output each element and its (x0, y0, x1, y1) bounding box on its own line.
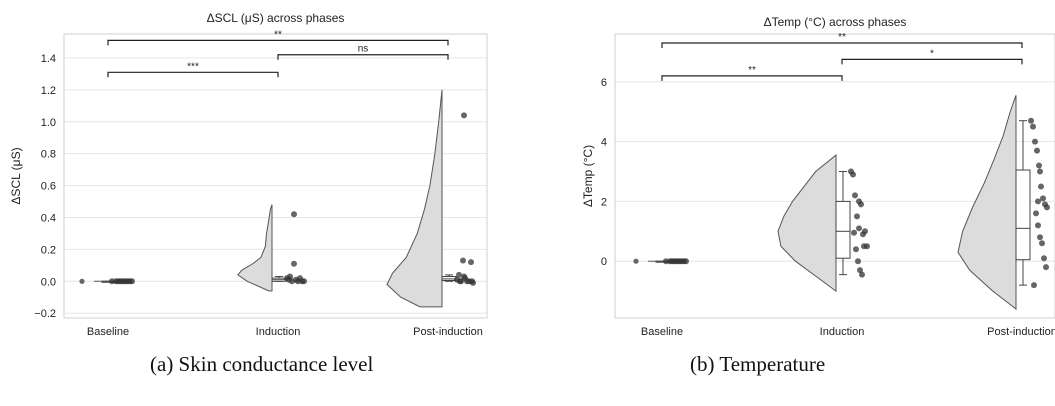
data-point (1033, 210, 1039, 217)
data-point (301, 278, 307, 285)
data-point (856, 198, 862, 205)
violin-post-induction (957, 95, 1017, 311)
data-point (850, 171, 856, 178)
significance-label: *** (187, 61, 199, 72)
y-axis-label: ΔSCL (μS) (9, 147, 23, 204)
data-point (1038, 183, 1044, 190)
violin-post-induction (386, 89, 443, 308)
significance-bracket (107, 39, 449, 46)
plot-frame (63, 33, 488, 319)
data-point (1043, 264, 1049, 271)
box-induction (835, 200, 851, 259)
data-point (129, 278, 135, 285)
data-point (1040, 195, 1046, 202)
x-tick-label: Induction (820, 326, 865, 338)
data-point (1041, 255, 1047, 262)
violin-induction (237, 204, 273, 292)
violin-induction (777, 154, 837, 293)
data-point (457, 278, 463, 285)
data-point (851, 229, 857, 236)
x-tick-label: Post-induction (413, 326, 483, 338)
y-tick-label: 2 (601, 196, 607, 208)
caption-a: (a) Skin conductance level (150, 352, 374, 376)
chart-panel-scl: −0.2 0.0 0.2 0.4 0.6 0.8 1.0 1.2 1.4 ΔSCL (μS) ac… (9, 11, 488, 338)
data-point (456, 271, 462, 278)
y-tick-label: 1.2 (41, 85, 56, 97)
chart-panel-temp: 0 2 4 6 ΔTemp (°C) across phases ΔTemp (°C) Ba… (581, 15, 1055, 338)
significance-bracket (661, 75, 843, 81)
data-point (852, 192, 858, 199)
x-tick-label: Baseline (641, 326, 683, 338)
data-point (854, 213, 860, 220)
significance-bracket (107, 71, 279, 78)
box-post-induction (1015, 169, 1031, 261)
y-tick-label: 1.0 (41, 117, 56, 129)
data-point (1030, 123, 1036, 130)
y-tick-label: 6 (601, 77, 607, 89)
data-point (856, 225, 862, 232)
y-tick-label: 0.4 (41, 212, 56, 224)
data-point-outlier (461, 112, 467, 119)
significance-bracket (841, 58, 1023, 65)
y-tick-label: 1.4 (41, 53, 56, 65)
data-point (861, 243, 867, 250)
data-point-outlier (291, 211, 297, 218)
data-point (1037, 234, 1043, 241)
data-point (857, 267, 863, 274)
chart-title: ΔTemp (°C) across phases (764, 15, 907, 29)
y-tick-label: 0.2 (41, 244, 56, 256)
data-point (859, 271, 865, 278)
y-tick-label: 0.0 (41, 276, 56, 288)
data-point (1031, 282, 1037, 289)
data-point (1035, 222, 1041, 229)
caption-b: (b) Temperature (690, 352, 826, 376)
y-axis-label: ΔTemp (°C) (581, 145, 595, 207)
significance-bracket (661, 42, 1023, 48)
data-point (286, 276, 292, 283)
data-point (1028, 117, 1034, 124)
x-tick-label: Induction (256, 326, 301, 338)
data-point (1035, 198, 1041, 205)
data-point (468, 259, 474, 266)
x-tick-label: Post-induction (987, 326, 1055, 338)
data-point (633, 258, 639, 264)
data-point (853, 246, 859, 253)
data-point (855, 258, 861, 265)
significance-label: ** (748, 65, 756, 76)
data-point (291, 260, 297, 267)
data-point (1032, 138, 1038, 145)
data-point (1036, 162, 1042, 169)
data-point (1044, 204, 1050, 211)
data-point (1039, 240, 1045, 247)
data-point (862, 228, 868, 235)
data-point (469, 278, 475, 285)
significance-label: ns (358, 44, 369, 55)
y-tick-label: 4 (601, 137, 607, 149)
data-point (683, 258, 689, 265)
data-point (79, 278, 85, 284)
y-tick-label: 0 (601, 256, 607, 268)
significance-label: * (930, 48, 934, 59)
significance-label: ** (274, 29, 282, 40)
significance-bracket (277, 54, 449, 60)
data-point (1037, 168, 1043, 175)
y-tick-label: 0.8 (41, 149, 56, 161)
chart-title: ΔSCL (μS) across phases (207, 11, 345, 25)
plot-frame (614, 33, 1055, 319)
y-tick-label: 0.6 (41, 181, 56, 193)
data-point (460, 257, 466, 264)
data-point (461, 273, 467, 280)
y-tick-label: −0.2 (34, 308, 56, 320)
significance-label: ** (838, 32, 846, 43)
data-point (1034, 147, 1040, 154)
x-tick-label: Baseline (87, 326, 129, 338)
